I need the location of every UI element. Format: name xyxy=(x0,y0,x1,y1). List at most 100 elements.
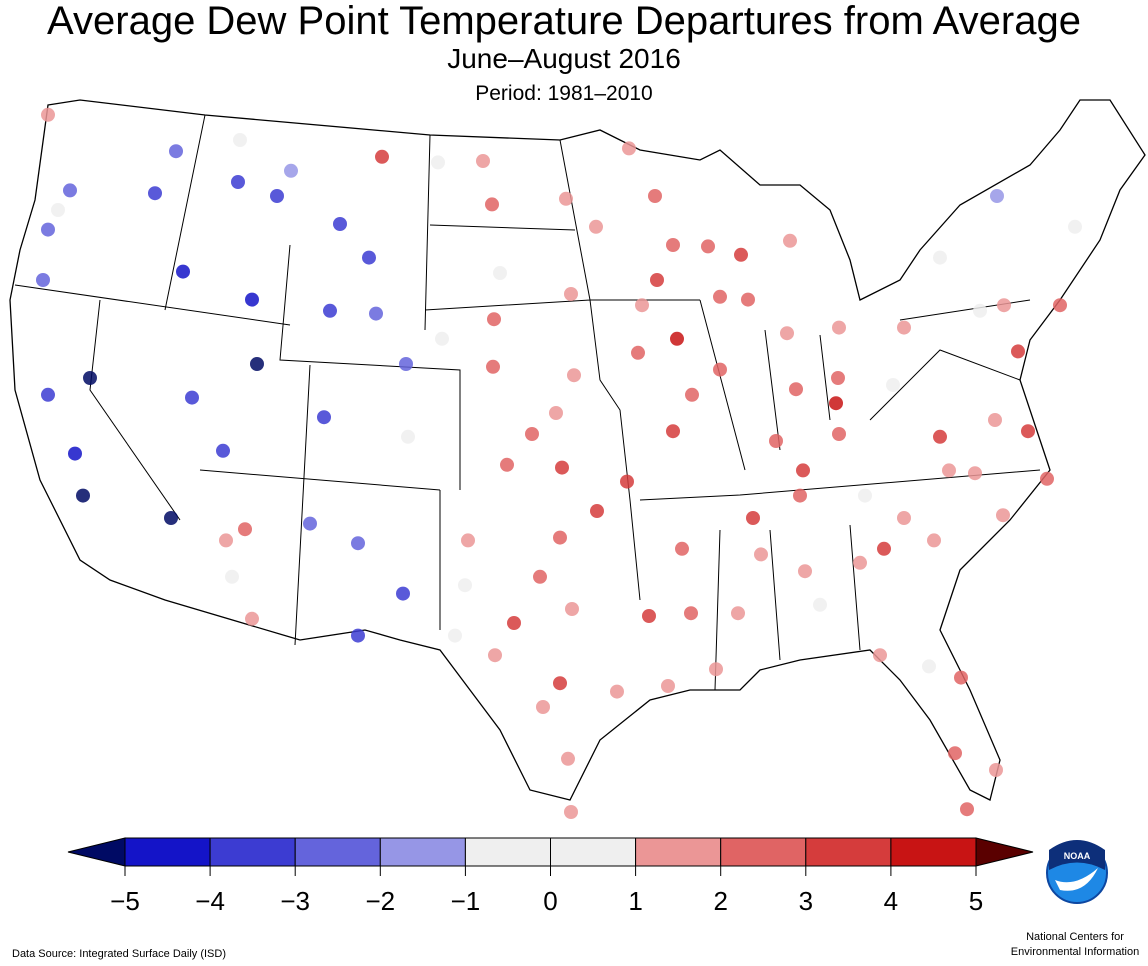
station-dot xyxy=(954,670,968,685)
colorbar-tick-label: −4 xyxy=(195,886,225,916)
colorbar-tick-label: 2 xyxy=(713,886,727,916)
colorbar-bin xyxy=(550,837,637,867)
station-dot xyxy=(493,266,507,280)
station-dot xyxy=(351,628,365,643)
station-dot xyxy=(858,488,872,503)
noaa-logo: NOAA xyxy=(1046,840,1108,904)
station-dot xyxy=(996,508,1010,523)
station-dot xyxy=(798,564,812,579)
station-dot xyxy=(988,413,1002,427)
station-dot xyxy=(76,488,90,503)
colorbar-bin xyxy=(464,837,551,867)
station-dot xyxy=(1040,471,1054,486)
station-dot xyxy=(933,250,947,265)
station-dot xyxy=(507,616,521,630)
station-dot xyxy=(533,569,547,584)
station-dot xyxy=(485,197,499,212)
colorbar-bin xyxy=(805,837,892,867)
station-dot xyxy=(661,679,675,693)
station-dot xyxy=(769,434,783,448)
colorbar-tick-label: 4 xyxy=(884,886,898,916)
station-dot xyxy=(832,320,846,335)
station-dot xyxy=(829,396,843,411)
colorbar-tick-label: 3 xyxy=(799,886,813,916)
station-dot xyxy=(333,217,347,231)
station-dot xyxy=(731,606,745,621)
station-dot xyxy=(488,648,502,663)
station-dot xyxy=(873,648,887,663)
station-dot xyxy=(564,805,578,819)
station-dot xyxy=(83,371,97,385)
station-dot xyxy=(68,446,82,461)
station-dot xyxy=(590,504,604,518)
station-dot xyxy=(922,659,936,674)
colorbar-under xyxy=(67,837,126,867)
station-dot xyxy=(63,183,77,198)
station-dot xyxy=(284,163,298,178)
station-dot xyxy=(164,511,178,525)
station-dot xyxy=(375,149,389,164)
station-dot xyxy=(238,522,252,537)
colorbar-bin xyxy=(124,837,211,867)
station-dot xyxy=(783,233,797,248)
station-dot xyxy=(813,597,827,612)
station-dot xyxy=(610,684,624,699)
stations xyxy=(36,107,1082,819)
station-dot xyxy=(567,368,581,383)
station-dot xyxy=(435,331,449,346)
us-outline xyxy=(9,99,1146,801)
station-dot xyxy=(713,362,727,377)
station-dot xyxy=(448,628,462,643)
station-dot xyxy=(620,474,634,489)
station-dot xyxy=(960,802,974,817)
station-dot xyxy=(968,466,982,481)
station-dot xyxy=(666,238,680,252)
station-dot xyxy=(41,222,55,237)
station-dot xyxy=(250,357,264,371)
colorbar-bin xyxy=(635,837,722,867)
station-dot xyxy=(461,533,475,548)
station-dot xyxy=(701,239,715,254)
station-dot xyxy=(317,410,331,425)
data-source: Data Source: Integrated Surface Daily (I… xyxy=(12,948,226,960)
station-dot xyxy=(245,292,259,307)
station-dot xyxy=(369,306,383,321)
station-dot xyxy=(51,203,65,217)
station-dot xyxy=(565,602,579,616)
station-dot xyxy=(670,331,684,346)
station-dot xyxy=(487,312,501,327)
station-dot xyxy=(458,578,472,593)
station-dot xyxy=(351,536,365,551)
station-dot xyxy=(831,371,845,385)
station-dot xyxy=(933,429,947,444)
station-dot xyxy=(245,611,259,626)
colorbar-over xyxy=(975,837,1034,867)
station-dot xyxy=(622,141,636,156)
station-dot xyxy=(41,107,55,122)
station-dot xyxy=(270,189,284,203)
station-dot xyxy=(549,406,563,420)
station-dot xyxy=(648,189,662,203)
station-dot xyxy=(1068,219,1082,234)
station-dot xyxy=(796,463,810,478)
station-dot xyxy=(589,219,603,234)
station-dot xyxy=(476,154,490,168)
station-dot xyxy=(553,530,567,545)
colorbar-tick-label: −2 xyxy=(365,886,395,916)
station-dot xyxy=(323,303,337,318)
station-dot xyxy=(897,320,911,335)
station-dot xyxy=(793,488,807,503)
station-dot xyxy=(169,144,183,159)
station-dot xyxy=(942,463,956,478)
credit-line: Environmental Information xyxy=(1011,946,1139,958)
station-dot xyxy=(36,273,50,287)
station-dot xyxy=(685,387,699,402)
colorbar-bin xyxy=(294,837,381,867)
period: Period: 1981–2010 xyxy=(475,82,653,105)
station-dot xyxy=(559,191,573,206)
colorbar-tick-label: 0 xyxy=(543,886,557,916)
station-dot xyxy=(303,516,317,531)
station-dot xyxy=(666,424,680,439)
station-dot xyxy=(1011,344,1025,359)
station-dot xyxy=(219,533,233,548)
